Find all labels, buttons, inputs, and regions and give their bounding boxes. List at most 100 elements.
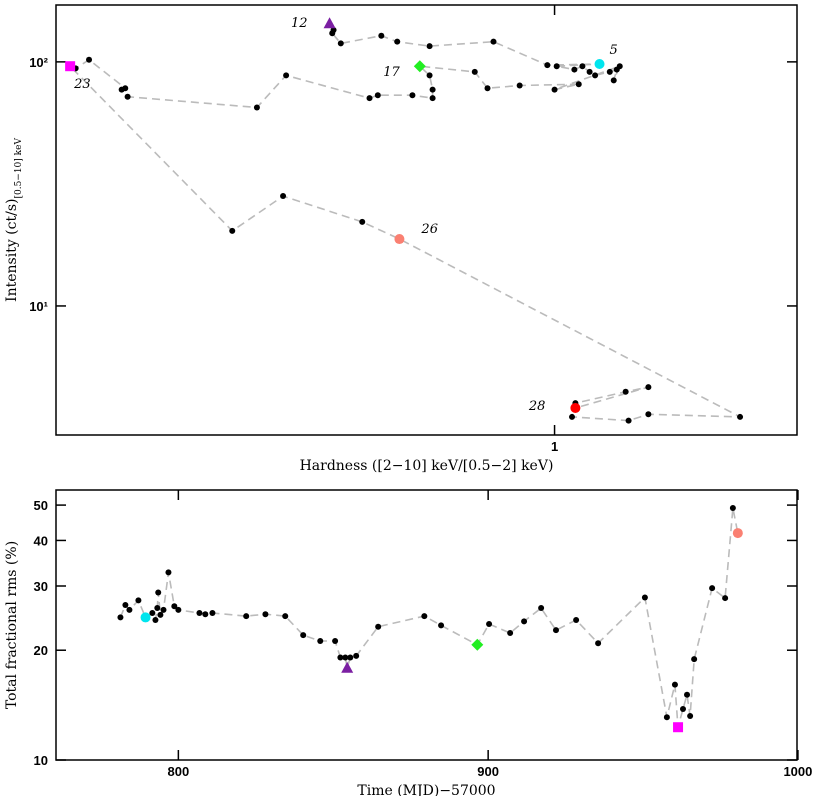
data-point: [353, 652, 360, 659]
data-point: [429, 86, 436, 93]
data-point: [196, 609, 203, 616]
data-point: [569, 413, 576, 420]
y-tick-label: 20: [34, 643, 48, 658]
y-axis-label-main: Total fractional rms (%): [4, 541, 20, 709]
data-point: [471, 68, 478, 75]
data-point: [122, 85, 129, 92]
y-tick-label: 40: [34, 533, 48, 548]
data-point: [429, 95, 436, 102]
y-tick-label: 10²: [29, 55, 48, 70]
highlight-point: [471, 638, 484, 651]
y-axis-label: Intensity (ct/s)[0.5−10] keV: [4, 138, 24, 302]
data-point: [671, 681, 678, 688]
highlight-point: [732, 528, 743, 539]
data-point: [152, 617, 159, 624]
data-point: [117, 614, 124, 621]
data-point: [490, 38, 497, 45]
highlight-point: [140, 612, 151, 623]
data-point: [394, 38, 401, 45]
data-point: [155, 589, 162, 596]
data-point: [709, 585, 716, 592]
highlight-point: [673, 722, 684, 733]
highlight-point: [323, 17, 336, 29]
data-point: [374, 92, 381, 99]
data-point: [521, 618, 528, 625]
data-point: [426, 43, 433, 50]
data-point: [606, 68, 613, 75]
data-point: [300, 632, 307, 639]
highlight-point: [413, 60, 426, 73]
data-point: [551, 86, 558, 93]
highlight-point: [594, 59, 605, 70]
data-point: [157, 611, 164, 618]
data-point: [229, 227, 236, 234]
data-point: [645, 411, 652, 418]
data-point: [610, 77, 617, 84]
data-point: [616, 63, 623, 70]
y-tick-label: 50: [34, 498, 48, 513]
data-point: [209, 609, 216, 616]
y-axis-label-main: Intensity (ct/s): [4, 199, 20, 302]
highlight-point: [65, 61, 76, 72]
data-point: [409, 92, 416, 99]
x-tick-label: 800: [168, 764, 190, 779]
data-point: [729, 504, 736, 511]
data-point: [347, 654, 354, 661]
data-point: [317, 637, 324, 644]
data-point: [243, 613, 250, 620]
highlight-point: [341, 661, 354, 673]
data-point: [641, 594, 648, 601]
plot-frame: [55, 489, 798, 761]
data-point: [171, 603, 178, 610]
point-label: 26: [420, 222, 438, 237]
highlight-point: [394, 234, 405, 245]
data-point: [553, 63, 560, 70]
data-point: [329, 30, 336, 37]
data-point: [283, 72, 290, 79]
data-point: [486, 621, 493, 628]
data-point: [426, 72, 433, 79]
data-point: [625, 417, 632, 424]
data-point: [507, 629, 514, 636]
data-point: [165, 569, 172, 576]
data-point: [575, 81, 582, 88]
y-tick-label: 10: [34, 753, 48, 768]
highlight-point: [570, 402, 581, 413]
data-point: [438, 622, 445, 629]
data-point: [375, 623, 382, 630]
data-point: [586, 68, 593, 75]
data-point: [622, 388, 629, 395]
data-point: [544, 62, 551, 69]
data-point: [262, 611, 269, 618]
data-point: [124, 93, 131, 100]
y-axis-label: Total fractional rms (%): [4, 541, 20, 709]
connecting-line: [69, 22, 741, 422]
data-point: [126, 606, 133, 613]
data-point: [595, 640, 602, 647]
data-point: [722, 595, 729, 602]
data-point: [154, 605, 161, 612]
y-tick-label: 10¹: [29, 299, 48, 314]
x-axis-label: Hardness ([2−10] keV/[0.5−2] keV): [300, 458, 554, 474]
data-point: [573, 617, 580, 624]
data-point: [538, 605, 545, 612]
data-point: [332, 637, 339, 644]
data-point: [86, 56, 93, 63]
x-tick-label: 1000: [783, 764, 812, 779]
data-point: [160, 606, 167, 613]
x-axis-label: Time (MJD)−57000: [357, 783, 495, 796]
data-point: [645, 384, 652, 391]
point-label: 17: [383, 65, 400, 80]
y-axis-label-sub: [0.5−10] keV: [14, 138, 24, 199]
data-point: [691, 656, 698, 663]
point-label: 12: [291, 16, 308, 31]
data-point: [484, 85, 491, 92]
x-tick-label: 900: [477, 764, 499, 779]
x-tick-label: 1: [551, 439, 558, 454]
point-label: 23: [73, 77, 91, 92]
data-point: [663, 714, 670, 721]
data-point: [579, 63, 586, 70]
data-point: [135, 597, 142, 604]
data-point: [737, 413, 744, 420]
data-point: [421, 613, 428, 620]
